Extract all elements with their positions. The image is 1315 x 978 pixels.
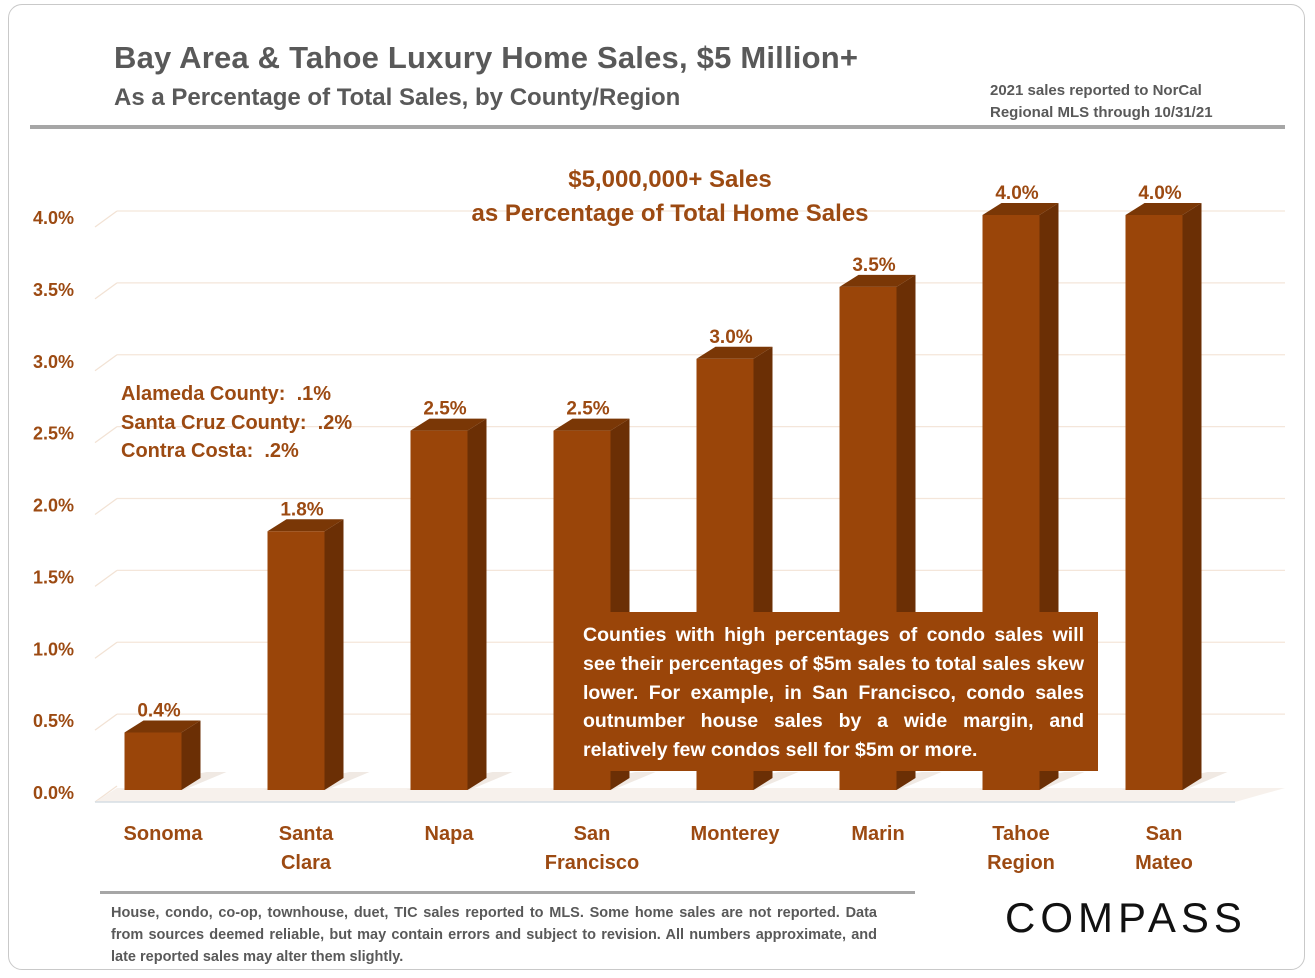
grid-slant-5 xyxy=(94,426,118,444)
bar-side-1 xyxy=(324,519,344,790)
bar-1 xyxy=(267,531,325,790)
page-title: Bay Area & Tahoe Luxury Home Sales, $5 M… xyxy=(114,40,859,75)
data-label-1: 1.8% xyxy=(280,499,323,520)
bar-top-3 xyxy=(553,418,630,431)
y-tick-label-2: 1.0% xyxy=(33,639,74,659)
y-tick-label-4: 2.0% xyxy=(33,496,74,516)
grid-slant-2 xyxy=(94,641,118,659)
grid-slant-4 xyxy=(94,498,118,515)
y-tick-label-6: 3.0% xyxy=(33,352,74,372)
footer-divider xyxy=(100,891,915,894)
data-label-6: 4.0% xyxy=(995,183,1038,204)
grid-slant-0 xyxy=(94,785,118,803)
y-tick-label-8: 4.0% xyxy=(33,208,74,228)
data-label-0: 0.4% xyxy=(137,701,180,722)
bar-0 xyxy=(124,732,182,790)
category-label-2-0: Napa xyxy=(425,823,475,845)
bar-side-7 xyxy=(1182,203,1202,790)
bar-side-0 xyxy=(181,720,201,790)
bar-side-2 xyxy=(467,418,487,790)
bar-top-2 xyxy=(410,418,487,431)
bar-top-5 xyxy=(839,274,916,287)
y-tick-label-7: 3.5% xyxy=(33,280,74,300)
chart-heading-line1: $5,000,000+ Sales xyxy=(568,166,772,193)
chart-heading-line2: as Percentage of Total Home Sales xyxy=(471,200,869,227)
y-tick-label-5: 2.5% xyxy=(33,424,74,444)
compass-logo: COMPASS xyxy=(1005,894,1247,941)
grid-slant-7 xyxy=(94,282,118,300)
other-counties-notes: Alameda County: .1% Santa Cruz County: .… xyxy=(121,380,352,466)
grid-slant-1 xyxy=(94,713,118,731)
header-divider xyxy=(30,125,1285,129)
bar-top-1 xyxy=(267,519,344,532)
data-label-3: 2.5% xyxy=(566,399,609,420)
category-label-3-0: San xyxy=(574,823,611,845)
footer-disclaimer: House, condo, co-op, townhouse, duet, TI… xyxy=(111,905,877,965)
category-label-7-0: San xyxy=(1146,823,1183,845)
condo-callout: Counties with high percentages of condo … xyxy=(569,612,1098,771)
chart-heading: $5,000,000+ Sales as Percentage of Total… xyxy=(430,163,910,231)
category-label-0-0: Sonoma xyxy=(124,823,204,845)
note-santa-cruz: Santa Cruz County: .2% xyxy=(121,411,353,434)
bar-top-0 xyxy=(124,720,201,733)
category-label-4-0: Monterey xyxy=(691,823,781,845)
grid-slant-3 xyxy=(94,569,118,587)
category-label-6-1: Region xyxy=(987,852,1055,874)
grid-slant-8 xyxy=(94,210,118,228)
category-label-1-1: Clara xyxy=(281,852,332,874)
bar-2 xyxy=(410,430,468,790)
data-label-7: 4.0% xyxy=(1138,183,1181,204)
y-tick-label-1: 0.5% xyxy=(33,711,74,731)
data-source-note: 2021 sales reported to NorCal Regional M… xyxy=(990,82,1213,121)
category-label-6-0: Tahoe xyxy=(992,823,1049,845)
note-alameda: Alameda County: .1% xyxy=(121,383,332,405)
category-label-7-1: Mateo xyxy=(1135,852,1193,874)
y-tick-label-3: 1.5% xyxy=(33,567,74,587)
note-contra-costa: Contra Costa: .2% xyxy=(121,440,299,462)
category-label-1-0: Santa xyxy=(279,823,334,845)
y-tick-label-0: 0.0% xyxy=(33,783,74,803)
bar-top-4 xyxy=(696,346,773,359)
data-label-2: 2.5% xyxy=(423,399,466,420)
data-label-5: 3.5% xyxy=(852,255,895,276)
data-label-4: 3.0% xyxy=(709,327,752,348)
page-subtitle: As a Percentage of Total Sales, by Count… xyxy=(114,84,681,111)
chart-floor xyxy=(95,788,1285,802)
chart-frame xyxy=(8,4,1305,970)
bar-7 xyxy=(1125,215,1183,790)
grid-slant-6 xyxy=(94,354,118,372)
category-label-3-1: Francisco xyxy=(545,852,639,874)
bar-top-7 xyxy=(1125,203,1202,215)
bar-top-6 xyxy=(982,203,1059,215)
category-label-5-0: Marin xyxy=(851,823,904,845)
